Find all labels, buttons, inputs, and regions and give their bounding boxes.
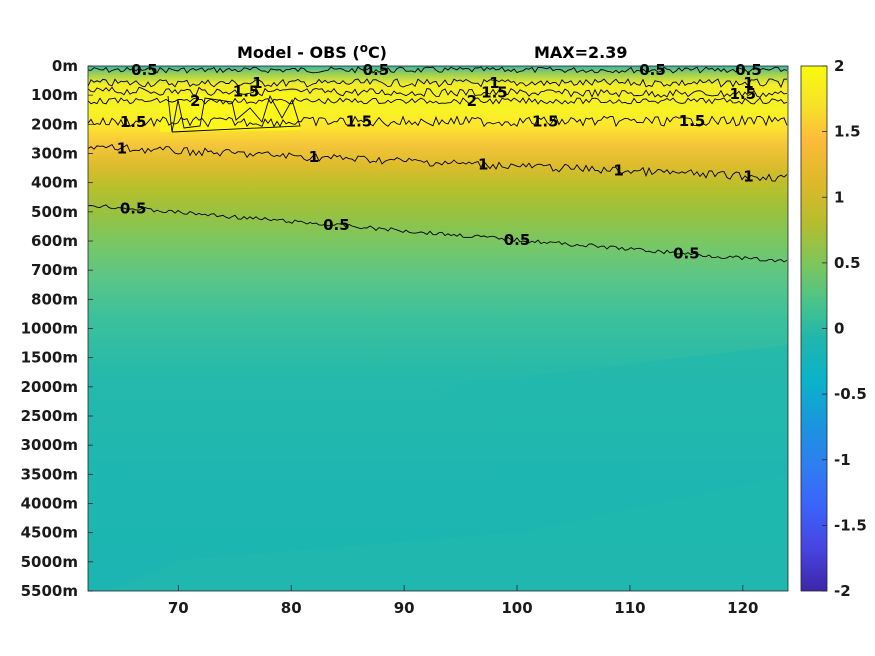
x-tick-label: 120	[727, 599, 758, 617]
contour-label: 0.5	[120, 200, 147, 218]
colorbar-tick-label: 1.5	[834, 123, 861, 141]
y-tick-label: 800m	[31, 290, 78, 308]
x-tick-label: 90	[394, 599, 415, 617]
contour-line	[88, 114, 788, 128]
field-features	[110, 92, 788, 591]
contour-line	[88, 66, 788, 74]
contour-label: 1	[489, 74, 499, 92]
hot-patch	[160, 92, 300, 132]
contour-label: 1.5	[481, 84, 508, 102]
y-tick-label: 1500m	[21, 349, 78, 367]
colorbar-tick-label: -1.5	[834, 516, 867, 534]
contour-label: 1	[743, 74, 753, 92]
contour-line	[88, 78, 788, 89]
y-tick-label: 700m	[31, 261, 78, 279]
y-tick-label: 4000m	[21, 495, 78, 513]
contour-label: 1.5	[233, 83, 260, 101]
contour-label: 1.5	[679, 112, 706, 130]
deep-wedge-upper	[430, 345, 788, 440]
contour-line	[167, 94, 301, 133]
y-tick-label: 1000m	[21, 320, 78, 338]
contour-label: 1	[613, 162, 623, 180]
contour-labels: 0.5 0.5 0.5 0.51 1 11.5 1.5 1.52 21.5 1.5 1.5 1.51 1…	[117, 61, 762, 263]
x-axis: 70 80 90 100 110 120	[168, 585, 758, 617]
y-tick-label: 5000m	[21, 553, 78, 571]
contour-label: 0.5	[673, 245, 700, 263]
colorbar-tick-label: -1	[834, 451, 851, 469]
contour-label: 0.5	[639, 61, 666, 79]
contour-label: 0.5	[323, 216, 350, 234]
contour-lines	[88, 66, 788, 263]
contour-line	[88, 143, 788, 182]
colorbar-axis: 2 1.5 1 0.5 0 -0.5 -1 -1.5 -2	[822, 57, 867, 600]
chart-title: Model - OBS (oC)	[237, 41, 387, 62]
y-tick-label: 0m	[52, 57, 78, 75]
contour-label: 2	[190, 92, 200, 110]
colorbar-tick-label: 0	[834, 320, 844, 338]
contour-label: 1	[743, 167, 753, 185]
contour-label: 1	[117, 140, 127, 158]
y-tick-label: 200m	[31, 115, 78, 133]
y-tick-label: 2000m	[21, 378, 78, 396]
colorbar-tick-label: -2	[834, 582, 851, 600]
contour-label: 1	[252, 74, 262, 92]
contour-line	[88, 204, 788, 263]
y-tick-label: 2500m	[21, 407, 78, 425]
y-tick-label: 100m	[31, 86, 78, 104]
colorbar-tick-label: 0.5	[834, 254, 861, 272]
deep-wedge-lower	[110, 475, 788, 591]
x-tick-label: 80	[281, 599, 302, 617]
contour-label: 0.5	[363, 61, 390, 79]
contour-label: 1	[478, 156, 488, 174]
contour-label: 0.5	[504, 231, 531, 249]
contour-line	[88, 86, 788, 99]
x-tick-label: 110	[614, 599, 645, 617]
contour-label: 1	[309, 148, 319, 166]
contour-label: 1.5	[120, 113, 147, 131]
y-tick-label: 600m	[31, 232, 78, 250]
y-tick-label: 4500m	[21, 524, 78, 542]
contour-label: 2	[467, 92, 477, 110]
y-tick-label: 400m	[31, 174, 78, 192]
max-label: MAX=2.39	[534, 43, 628, 62]
x-tick-label: 100	[501, 599, 532, 617]
contour-label: 1.5	[532, 112, 559, 130]
colorbar-tick-label: -0.5	[834, 385, 867, 403]
contour-label: 1.5	[346, 113, 373, 131]
contour-label: 1.5	[730, 85, 757, 103]
contour-label: 0.5	[735, 61, 762, 79]
colorbar-tick-label: 2	[834, 57, 844, 75]
y-tick-label: 5500m	[21, 582, 78, 600]
contour-label: 0.5	[131, 61, 158, 79]
colorbar-tick-label: 1	[834, 188, 844, 206]
x-tick-label: 70	[168, 599, 189, 617]
y-tick-label: 300m	[31, 145, 78, 163]
y-axis: 0m 100m 200m 300m 400m 500m 600m 700m 800m 1000m 1…	[21, 57, 93, 600]
y-tick-label: 3500m	[21, 465, 78, 483]
y-tick-label: 500m	[31, 203, 78, 221]
y-tick-label: 3000m	[21, 436, 78, 454]
